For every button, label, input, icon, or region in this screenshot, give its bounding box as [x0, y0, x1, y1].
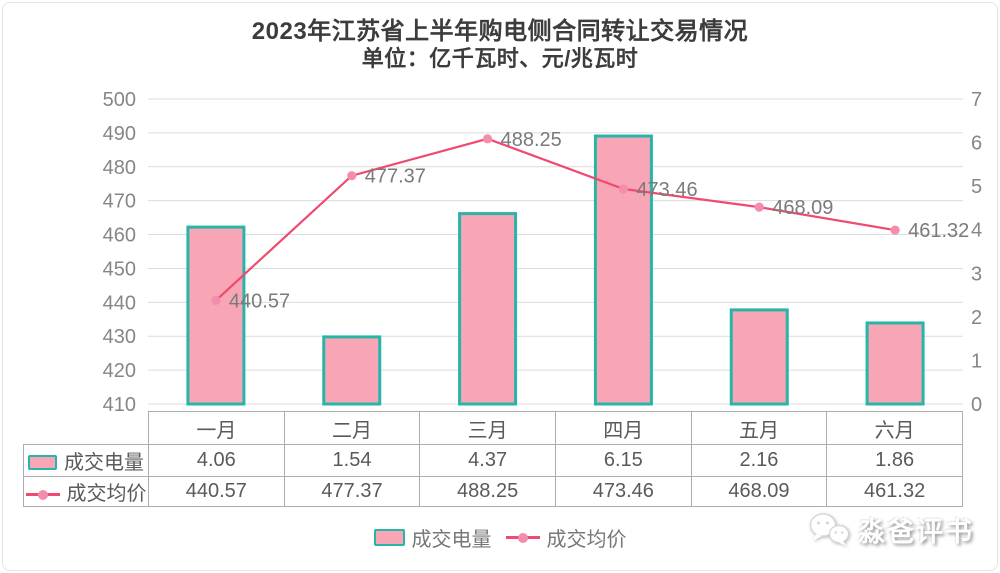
value-cell: 4.06	[148, 444, 285, 477]
watermark: 淼爸评书	[808, 510, 974, 549]
marker-dot-icon	[37, 489, 48, 500]
value-cell: 6.15	[554, 444, 692, 477]
value-cell: 440.57	[148, 476, 285, 507]
value-cell: 1.86	[826, 444, 963, 477]
bar-二月[interactable]	[322, 335, 382, 406]
wechat-bubbles-icon	[809, 512, 850, 546]
legend-cell: 成交均价	[23, 476, 149, 507]
bar-swatch-icon	[373, 529, 405, 546]
month-header: 一月	[148, 411, 285, 445]
left-axis-label: 460	[103, 225, 136, 247]
value-cell: 473.46	[554, 476, 692, 507]
chart-title: 2023年江苏省上半年购电侧合同转让交易情况	[251, 18, 749, 45]
left-axis-label: 500	[103, 89, 136, 111]
line-marker-六月[interactable]	[890, 225, 900, 235]
legend-item-volume[interactable]: 成交电量	[373, 523, 492, 552]
legend-item-price[interactable]: 成交均价	[505, 523, 627, 552]
value-cell: 1.54	[283, 444, 421, 477]
data-table: 一月 二月 三月 四月 五月 六月 成交电量 4.06 1.54 4.37 6.15 2.16 1.86…	[23, 411, 963, 507]
value-cell: 461.32	[826, 476, 963, 507]
month-header: 六月	[826, 411, 963, 445]
right-axis-label: 5	[971, 176, 982, 198]
table-corner-blank	[24, 412, 149, 445]
left-axis-label: 430	[103, 326, 136, 348]
left-axis-label: 410	[103, 394, 136, 416]
value-cell: 4.37	[419, 444, 556, 477]
left-axis-label: 480	[103, 157, 136, 179]
table-row: 成交均价 440.57 477.37 488.25 473.46 468.09 461.32	[23, 476, 963, 507]
left-axis-label: 490	[103, 123, 136, 145]
bar-六月[interactable]	[865, 321, 925, 406]
bar-一月[interactable]	[186, 225, 246, 406]
right-axis-label: 0	[971, 394, 982, 416]
month-header: 二月	[283, 411, 421, 445]
watermark-text: 淼爸评书	[858, 517, 974, 547]
line-marker-三月[interactable]	[482, 134, 493, 144]
right-axis-label: 4	[971, 220, 982, 242]
point-label: 461.32	[908, 220, 969, 242]
point-label: 468.09	[772, 197, 833, 219]
month-header: 四月	[554, 411, 692, 445]
point-label: 473.46	[636, 179, 697, 201]
left-axis-label: 470	[103, 191, 136, 213]
point-label: 440.57	[229, 290, 290, 312]
line-marker-二月[interactable]	[347, 171, 357, 181]
value-cell: 468.09	[690, 476, 828, 507]
bar-swatch-icon	[28, 455, 57, 470]
value-cell: 477.37	[283, 476, 421, 507]
left-axis-label: 420	[103, 360, 136, 382]
row-label: 成交电量	[64, 452, 144, 474]
chart-subtitle: 单位：亿千瓦时、元/兆瓦时	[361, 46, 639, 71]
marker-dot-icon	[517, 532, 528, 543]
right-axis-label: 2	[971, 307, 982, 329]
month-header: 三月	[419, 411, 556, 445]
right-axis-label: 7	[971, 89, 982, 111]
left-axis-label: 450	[103, 258, 136, 280]
line-marker-一月[interactable]	[211, 295, 221, 306]
chart-legend: 成交电量 成交均价	[0, 523, 1000, 552]
price-line	[215, 137, 896, 302]
legend-cell: 成交电量	[23, 444, 149, 477]
line-swatch-icon	[25, 489, 60, 500]
month-header: 五月	[690, 411, 828, 445]
bar-五月[interactable]	[729, 308, 789, 406]
bar-四月[interactable]	[593, 134, 653, 406]
legend-price-label: 成交均价	[546, 529, 627, 551]
table-row: 成交电量 4.06 1.54 4.37 6.15 2.16 1.86	[23, 444, 963, 477]
line-marker-五月[interactable]	[754, 202, 764, 212]
left-axis-label: 440	[103, 292, 136, 314]
line-swatch-icon	[505, 532, 540, 543]
point-label: 477.37	[365, 166, 426, 188]
line-marker-四月[interactable]	[618, 184, 629, 194]
value-cell: 488.25	[419, 476, 556, 507]
row-label: 成交均价	[66, 483, 147, 505]
right-axis-label: 3	[971, 263, 982, 285]
legend-volume-label: 成交电量	[411, 529, 492, 551]
right-axis-label: 1	[971, 350, 982, 372]
bar-三月[interactable]	[458, 212, 518, 406]
right-axis-label: 6	[971, 133, 982, 155]
value-cell: 2.16	[690, 444, 828, 477]
point-label: 488.25	[501, 129, 562, 151]
